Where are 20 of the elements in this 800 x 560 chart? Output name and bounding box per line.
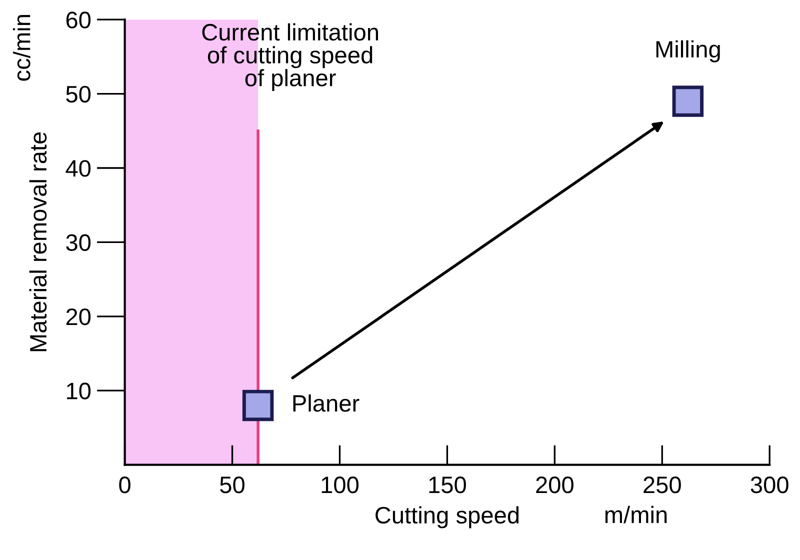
x-tick-label: 0 [119,476,130,494]
y-tick-label: 30 [66,234,91,251]
x-axis-title: Cutting speed [376,506,519,528]
y-tick-label: 50 [66,86,91,103]
annotation: Milling [656,40,720,62]
text: cc/min [12,15,30,81]
x-tick-label: 50 [220,476,244,494]
x-tick-label: 150 [429,476,466,494]
y-tick-label: 20 [66,308,91,326]
y-axis-title: Material removal rate [29,132,47,352]
x-tick-label: 100 [322,476,359,494]
x-tick-label: 300 [750,476,788,494]
annotation: Current limitation of cutting speed of planer [202,23,378,92]
annotation: Planer [293,394,360,412]
text: m/min [605,506,667,524]
y-tick-label: 40 [66,160,91,177]
y-tick-label: 60 [66,12,91,28]
x-tick-label: 250 [644,476,681,494]
x-tick-label: 200 [536,476,574,494]
y-tick-label: 10 [67,382,91,400]
